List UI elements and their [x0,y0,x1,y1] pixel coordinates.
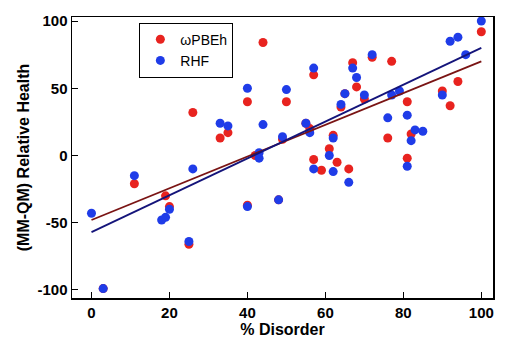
svg-text:-100: -100 [37,281,67,298]
svg-text:% Disorder: % Disorder [240,321,324,338]
svg-text:RHF: RHF [180,53,209,69]
svg-text:100: 100 [42,12,67,29]
svg-text:ωPBEh: ωPBEh [180,32,227,48]
svg-text:50: 50 [51,80,68,97]
svg-text:-50: -50 [46,214,68,231]
svg-text:40: 40 [239,304,256,321]
svg-text:100: 100 [469,304,494,321]
svg-text:0: 0 [59,147,67,164]
svg-text:20: 20 [161,304,178,321]
svg-text:80: 80 [395,304,412,321]
svg-text:(MM-QM) Relative Health: (MM-QM) Relative Health [15,64,32,252]
svg-text:0: 0 [87,304,95,321]
svg-text:60: 60 [317,304,334,321]
